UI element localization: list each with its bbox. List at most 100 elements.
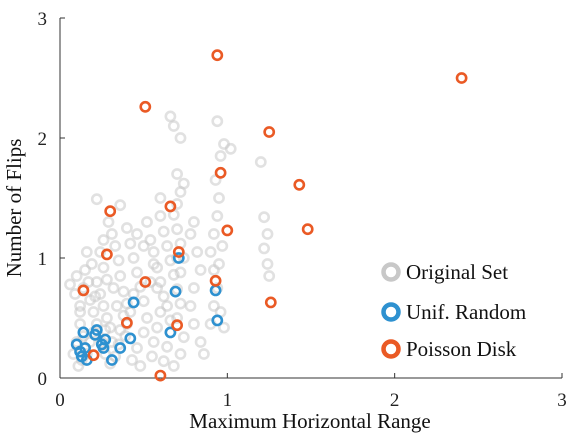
original-set-point (157, 290, 170, 303)
original-set-point (187, 216, 200, 228)
original-set-point (154, 192, 167, 204)
original-set-point (144, 234, 157, 246)
original-set-point (131, 342, 143, 354)
original-set-point (157, 225, 170, 238)
original-set-point (80, 246, 93, 258)
original-set-point (216, 240, 229, 252)
x-tick-label: 3 (557, 390, 567, 411)
x-axis-label: Maximum Horizontal Range (189, 409, 430, 433)
original-set-point (90, 318, 103, 330)
original-set-point (151, 321, 163, 334)
original-set-point (211, 115, 224, 128)
original-set-point (126, 354, 138, 366)
original-set-point (218, 321, 230, 334)
poisson-disk-point (264, 296, 277, 309)
original-set-point (214, 150, 227, 162)
original-set-point (207, 228, 220, 240)
original-set-point (137, 326, 150, 339)
unif-random-point (211, 314, 224, 327)
legend-marker (381, 302, 401, 322)
original-set-point (184, 228, 197, 240)
original-set-point (99, 348, 112, 360)
original-set-point (64, 278, 76, 291)
original-set-point (114, 270, 127, 282)
original-set-point (161, 300, 173, 312)
poisson-disk-point (139, 276, 152, 288)
poisson-disk-point (121, 316, 133, 329)
original-set-point (111, 300, 123, 312)
legend-label: Original Set (406, 260, 508, 284)
original-set-point (124, 237, 137, 250)
original-set-point (146, 350, 158, 363)
original-set-point (263, 270, 276, 282)
original-set-point (204, 246, 217, 258)
poisson-disk-point (154, 369, 167, 382)
poisson-disk-point (171, 319, 183, 332)
original-set-point (147, 246, 160, 258)
original-set-point (191, 246, 204, 258)
y-axis-label: Number of Flips (2, 139, 26, 278)
poisson-disk-point (455, 72, 468, 84)
original-set-point (197, 348, 210, 360)
original-set-point (87, 306, 100, 318)
original-set-point (187, 318, 200, 330)
original-set-point (106, 336, 118, 348)
original-set-point (261, 228, 274, 240)
original-set-point (213, 258, 225, 270)
original-set-point (151, 282, 163, 294)
poisson-disk-point (77, 284, 90, 297)
unif-random-point (90, 324, 103, 336)
original-set-point (174, 297, 187, 310)
poisson-disk-point (221, 224, 234, 237)
original-set-point (157, 355, 170, 368)
original-set-point (167, 268, 180, 281)
original-set-point (94, 246, 107, 258)
original-set-point (131, 266, 143, 279)
original-set-point (207, 300, 220, 312)
original-set-point (79, 264, 91, 276)
unif-random-point (99, 333, 112, 346)
original-set-point (107, 282, 120, 294)
original-set-point (147, 258, 160, 270)
y-tick-label: 2 (38, 129, 48, 150)
original-set-point (137, 240, 150, 252)
unif-random-point (169, 285, 182, 298)
original-set-point (154, 306, 167, 318)
original-set-point (171, 198, 183, 210)
original-set-point (117, 285, 130, 298)
original-set-point (261, 258, 274, 270)
legend: Original Set Unif. Random Poisson Disk (381, 260, 526, 361)
original-set-point (97, 300, 110, 312)
original-set-point (144, 276, 157, 288)
original-set-point (213, 192, 225, 204)
original-set-point (174, 348, 187, 360)
y-tick-label: 1 (38, 249, 48, 270)
unif-random-point (106, 354, 118, 366)
poisson-disk-point (101, 248, 113, 261)
unif-random-point (172, 252, 185, 264)
original-set-point (112, 254, 125, 267)
original-set-point (171, 223, 183, 236)
legend-label: Unif. Random (406, 300, 526, 324)
original-set-point (74, 300, 86, 312)
unif-random-point (124, 332, 137, 345)
original-set-point (127, 252, 140, 264)
original-set-point (131, 228, 143, 240)
poisson-disk-point (209, 274, 222, 287)
original-set-point (187, 282, 200, 294)
original-set-point (89, 290, 101, 303)
poisson-disk-point (211, 49, 224, 62)
poisson-disk-point (293, 178, 306, 191)
original-set-point (154, 210, 167, 222)
poisson-disk-point (263, 126, 276, 138)
original-set-point (102, 216, 115, 228)
original-set-point (174, 132, 187, 144)
original-set-point (161, 340, 173, 353)
original-set-point (167, 360, 180, 372)
original-set-point (90, 276, 103, 288)
unif-random-point (77, 326, 90, 339)
original-set-point (124, 306, 137, 318)
poisson-disk-point (214, 166, 227, 179)
original-set-point (164, 110, 177, 123)
original-set-point (114, 199, 127, 212)
